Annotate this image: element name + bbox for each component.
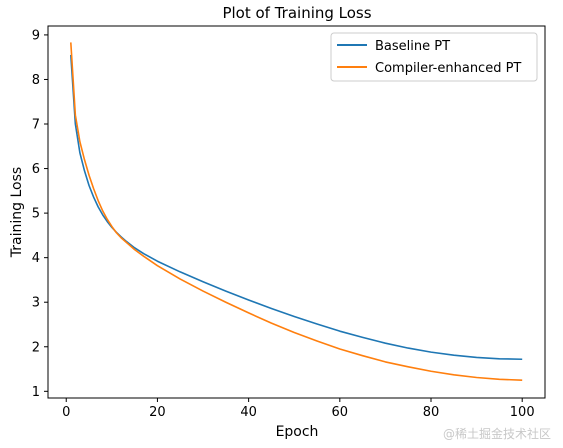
series-layer: [70, 42, 523, 381]
y-axis-ticks: 1 2 3 4 5 6 7 8 9: [32, 28, 48, 400]
x-tick-label: 60: [332, 405, 349, 420]
x-tick-label: 20: [149, 405, 166, 420]
x-tick-label: 100: [510, 405, 535, 420]
series-line-baseline: [70, 54, 523, 361]
y-tick-label: 5: [32, 207, 40, 222]
legend-label-baseline: Baseline PT: [375, 39, 450, 54]
watermark: @稀土掘金技术社区: [442, 427, 551, 441]
y-tick-label: 9: [32, 28, 40, 43]
y-tick-label: 1: [32, 385, 40, 400]
x-tick-label: 0: [62, 405, 70, 420]
x-tick-label: 40: [240, 405, 257, 420]
y-tick-label: 7: [32, 118, 40, 133]
y-tick-label: 8: [32, 73, 40, 88]
legend-box: [330, 32, 538, 82]
y-tick-label: 6: [32, 162, 40, 177]
y-tick-label: 3: [32, 296, 40, 311]
plot-frame: [47, 25, 546, 399]
legend-label-compiler: Compiler-enhanced PT: [375, 61, 521, 76]
series-line-compiler: [70, 42, 523, 381]
x-axis-ticks: 0 20 40 60 80 100: [62, 398, 535, 420]
y-tick-label: 4: [32, 251, 40, 266]
legend: Baseline PT Compiler-enhanced PT: [330, 32, 538, 82]
chart-title: Plot of Training Loss: [222, 4, 371, 22]
x-tick-label: 80: [423, 405, 440, 420]
y-axis-label: Training Loss: [9, 167, 25, 258]
y-tick-label: 2: [32, 340, 40, 355]
x-axis-label: Epoch: [276, 424, 319, 440]
